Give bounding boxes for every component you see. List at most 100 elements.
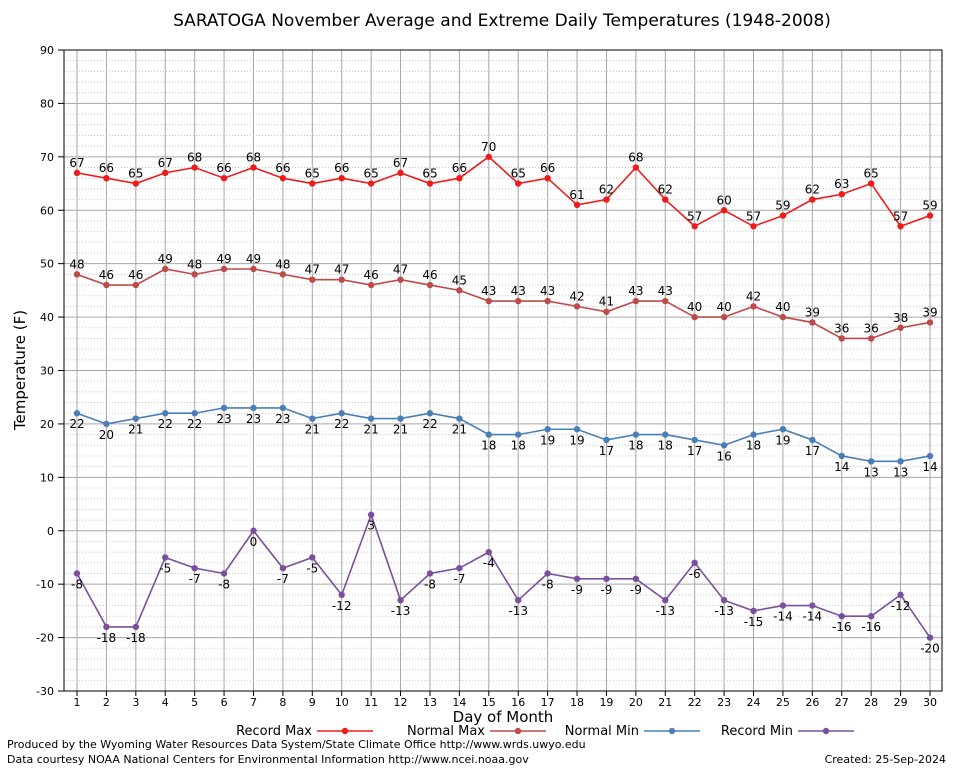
y-tick-label: -20 [36,632,54,645]
y-tick-label: 70 [40,151,54,164]
data-label: -7 [277,572,289,586]
y-tick-label: 20 [40,418,54,431]
data-label: 21 [393,423,408,437]
data-point [338,410,345,417]
data-point [662,431,669,438]
data-label: 23 [216,412,231,426]
data-point [867,613,875,620]
data-point [897,223,904,230]
data-label: 66 [334,161,349,175]
data-point [867,335,875,342]
series-line [76,268,931,340]
data-label: 21 [452,423,467,437]
x-tick-label: 23 [717,696,731,709]
data-point [367,415,375,422]
x-tick-label: 16 [511,696,525,709]
data-label: 18 [628,439,643,453]
data-point [250,404,257,412]
data-point [632,297,640,305]
x-tick-label: 19 [599,696,613,709]
data-label: 17 [599,444,614,458]
x-tick-label: 1 [74,696,81,709]
data-point [897,591,904,599]
data-label: 68 [246,151,261,165]
data-label: 0 [250,535,258,549]
data-point [426,180,434,187]
data-label: 14 [834,460,849,474]
data-point [73,410,81,417]
data-point [573,303,581,310]
y-tick-label: -30 [36,685,54,698]
data-point [397,596,404,604]
data-label: 59 [775,199,790,213]
data-label: -13 [714,604,734,618]
data-label: 3 [367,519,375,533]
data-point [926,634,934,641]
data-point [867,458,875,465]
data-label: 67 [158,156,173,170]
data-label: 57 [687,209,702,223]
data-point [867,180,875,187]
data-point [279,175,287,182]
data-label: 49 [158,252,173,266]
data-point [191,164,198,171]
data-label: 62 [658,183,673,197]
x-tick-label: 20 [629,696,643,709]
y-tick-label: 80 [40,97,54,110]
data-point [603,308,610,315]
data-label: -13 [508,604,528,618]
data-label: 65 [363,167,378,181]
data-label: 48 [69,257,84,271]
x-tick-label: 5 [191,696,198,709]
data-point [720,596,728,604]
data-label: -20 [920,642,940,656]
data-point [838,452,845,460]
data-label: 46 [99,268,114,282]
x-tick-label: 30 [923,696,937,709]
x-tick-label: 12 [394,696,408,709]
data-label: 41 [599,295,614,309]
data-label: 19 [775,433,790,447]
y-tick-label: 0 [47,525,54,538]
data-label: 68 [628,151,643,165]
data-point [456,415,463,422]
x-tick-label: 8 [279,696,286,709]
x-tick-label: 24 [747,696,761,709]
data-point [132,281,140,289]
data-point [691,436,698,444]
data-point [220,570,228,577]
data-point [809,319,816,326]
data-point [367,511,375,518]
data-point [103,175,110,182]
data-label: 13 [893,465,908,479]
series-normal-max: 48 46 46 49 48 49 49 48 47 47 46 47 46 45 43 43 43 42 41 43… [69,252,938,342]
data-label: 20 [99,428,114,442]
footer-produced-by: Produced by the Wyoming Water Resources … [7,738,586,751]
data-point [397,169,404,177]
data-point [73,271,81,278]
data-label: 39 [922,305,937,319]
data-label: 66 [275,161,290,175]
x-tick-label: 18 [570,696,584,709]
x-tick-label: 10 [335,696,349,709]
data-label: -18 [97,631,117,645]
data-point [573,426,581,433]
data-label: 48 [275,257,290,271]
data-point [279,404,287,412]
data-point [926,212,934,219]
data-label: -15 [744,615,764,629]
data-label: 47 [305,263,320,277]
y-tick-label: 60 [40,204,54,217]
data-label: -5 [306,561,318,575]
data-label: 40 [687,300,702,314]
data-point [191,271,198,278]
series-record-max: 67 66 65 67 68 66 68 66 65 66 65 67 65 66 70 65 66 61 62 68… [69,140,938,230]
data-point [485,153,492,161]
data-point [338,175,345,182]
data-label: 17 [687,444,702,458]
data-point [750,431,757,438]
data-point [603,575,610,583]
data-point [691,559,698,566]
data-label: 21 [305,423,320,437]
footer-created-date: Created: 25-Sep-2024 [824,753,946,766]
